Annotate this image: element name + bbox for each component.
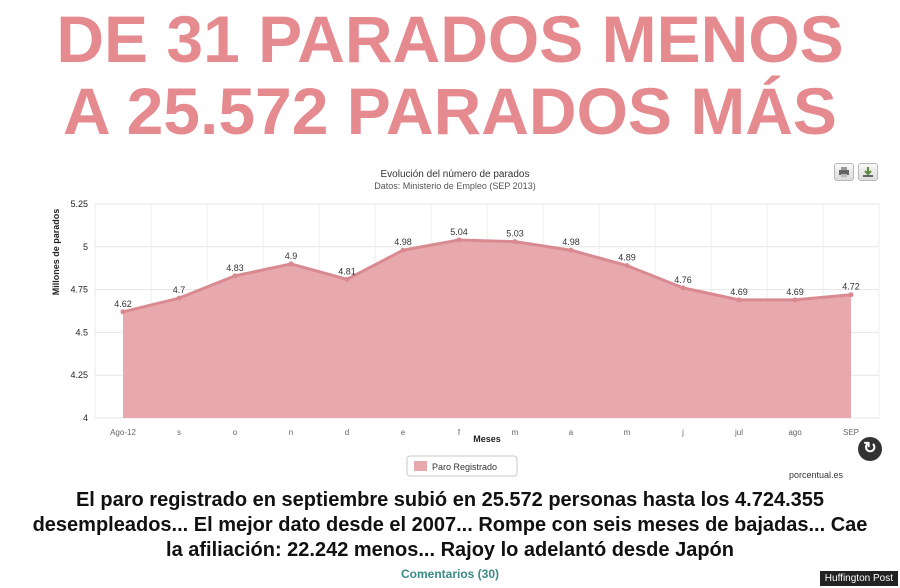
data-point[interactable]: [680, 285, 686, 291]
data-point[interactable]: [848, 292, 854, 298]
data-label: 4.98: [394, 237, 412, 247]
data-label: 4.62: [114, 299, 132, 309]
x-tick-label: o: [233, 428, 238, 437]
legend-label: Paro Registrado: [432, 462, 497, 472]
data-point[interactable]: [456, 237, 462, 243]
data-point[interactable]: [344, 276, 350, 282]
data-label: 5.03: [506, 229, 524, 239]
data-point[interactable]: [288, 261, 294, 267]
x-tick-label: s: [177, 428, 181, 437]
x-tick-label: Ago-12: [110, 428, 136, 437]
x-tick-label: j: [681, 428, 684, 437]
chart-subtitle: Datos: Ministerio de Empleo (SEP 2013): [374, 181, 535, 191]
x-tick-label: d: [345, 428, 349, 437]
series-line: [122, 238, 852, 314]
chart-title: Evolución del número de parados: [381, 169, 530, 180]
legend-swatch: [414, 461, 427, 471]
y-tick-label: 4.25: [70, 370, 88, 380]
series-area: [123, 239, 851, 418]
data-point[interactable]: [792, 297, 798, 303]
article-caption: El paro registrado en septiembre subió e…: [32, 489, 868, 561]
y-tick-label: 4.75: [70, 285, 88, 295]
data-label: 4.69: [786, 287, 804, 297]
x-tick-label: m: [624, 428, 631, 437]
data-label: 4.89: [618, 253, 636, 263]
headline-line-1: DE 31 PARADOS MENOS: [56, 2, 844, 76]
data-label: 5.04: [450, 227, 468, 237]
data-point[interactable]: [736, 297, 742, 303]
data-label: 4.98: [562, 237, 580, 247]
x-tick-label: n: [289, 428, 293, 437]
data-point[interactable]: [624, 263, 630, 269]
refresh-icon: ↻: [863, 440, 877, 457]
print-icon: [839, 167, 849, 177]
x-tick-label: m: [512, 428, 519, 437]
y-tick-label: 4: [83, 413, 88, 423]
photo-credit: Huffington Post: [819, 571, 898, 586]
data-label: 4.76: [674, 275, 692, 285]
data-point[interactable]: [512, 239, 518, 245]
data-label: 4.81: [338, 266, 356, 276]
x-axis-label: Meses: [473, 434, 501, 444]
legend-box[interactable]: [406, 455, 518, 477]
y-axis-label: Millones de parados: [51, 209, 61, 296]
data-label: 4.83: [226, 263, 244, 273]
comments-link[interactable]: Comentarios (30): [400, 567, 500, 581]
x-tick-label: jul: [734, 428, 743, 437]
data-point[interactable]: [120, 309, 126, 315]
x-tick-label: ago: [788, 428, 802, 437]
x-tick-label: SEP: [843, 428, 859, 437]
data-point[interactable]: [232, 273, 238, 279]
y-tick-label: 5: [83, 242, 88, 252]
source-credit: porcentual.es: [789, 470, 844, 480]
data-label: 4.9: [285, 251, 298, 261]
data-label: 4.7: [173, 285, 186, 295]
y-tick-label: 5.25: [70, 199, 88, 209]
headline-line-2: A 25.572 PARADOS MÁS: [63, 74, 837, 148]
chart-legend[interactable]: Paro Registrado: [406, 455, 518, 477]
download-icon: [863, 167, 873, 177]
x-tick-label: a: [569, 428, 574, 437]
x-tick-label: e: [401, 428, 406, 437]
refresh-button[interactable]: ↻: [858, 437, 882, 461]
download-button[interactable]: [858, 163, 878, 181]
data-point[interactable]: [176, 295, 182, 301]
print-button[interactable]: [834, 163, 854, 181]
data-label: 4.72: [842, 282, 860, 292]
y-tick-label: 4.5: [75, 327, 88, 337]
data-point[interactable]: [400, 247, 406, 253]
data-label: 4.69: [730, 287, 748, 297]
data-point[interactable]: [568, 247, 574, 253]
x-tick-label: f: [458, 428, 461, 437]
area-chart: Evolución del número de parados Datos: M…: [51, 169, 880, 480]
